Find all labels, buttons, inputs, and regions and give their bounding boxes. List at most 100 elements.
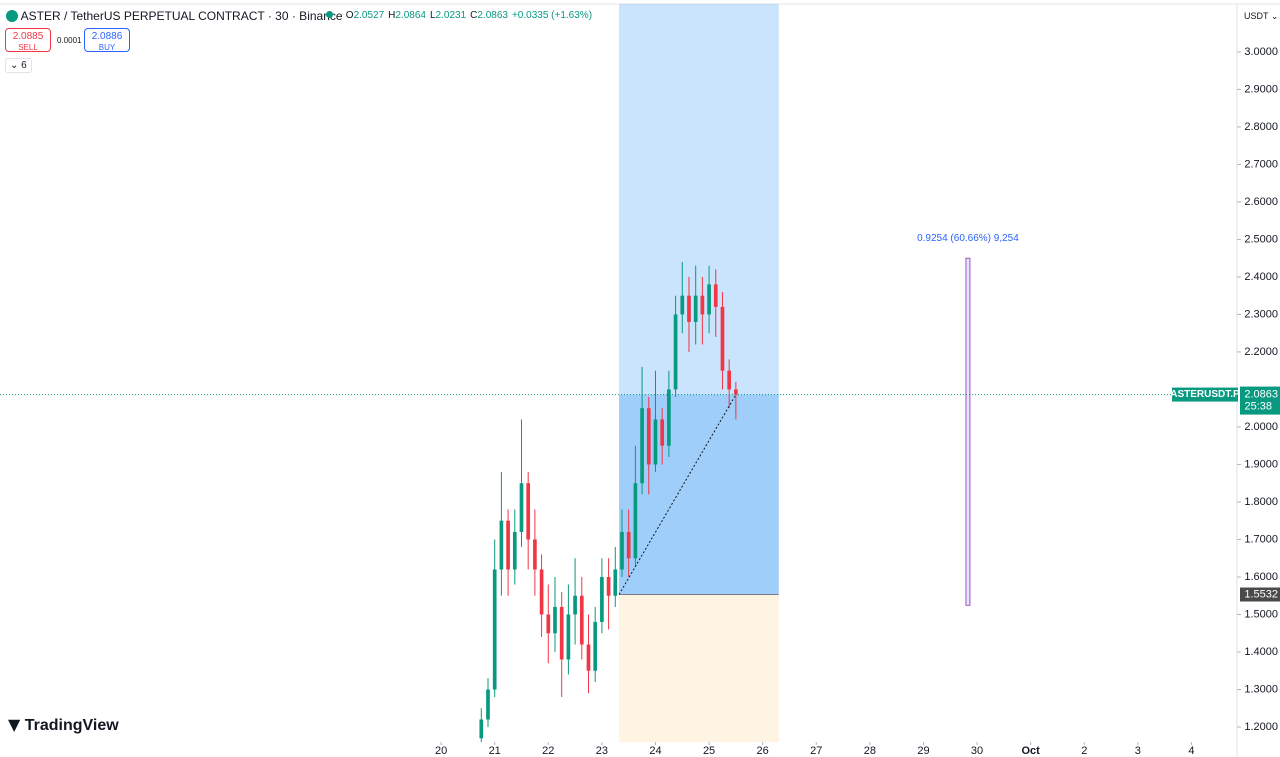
candle-body [633,483,638,559]
entry-tag [1240,587,1280,602]
y-tick-label: 2.8000 [1244,121,1278,133]
x-tick-label: 30 [971,745,983,757]
y-tick-label: 2.2000 [1244,346,1278,358]
x-tick-label: 28 [864,745,876,757]
candle-body [620,531,624,570]
y-tick-label: 2.7000 [1244,158,1278,170]
sell-label: SELL [18,43,38,52]
entry-text: 1.5532 [1244,588,1278,600]
measure-bar [965,257,971,606]
candle-body [673,314,678,390]
candle-body [693,295,698,322]
candle-body [727,370,732,390]
last-price-text: 2.0863 [1244,388,1278,400]
candle-body [700,295,705,315]
candle-body [519,483,524,532]
y-tick-label: 1.7000 [1244,533,1278,545]
trend-line [618,394,737,595]
candle-body [680,295,685,315]
ohlc-value: 2.0864 [395,10,426,21]
y-tick-label: 2.4000 [1244,271,1278,283]
y-tick-label: 1.5000 [1244,608,1278,620]
x-tick-label: 29 [917,745,929,757]
candle-body [606,576,611,596]
candle-body [573,595,577,615]
measure-label: 0.9254 (60.66%) 9,254 [917,233,1019,244]
x-tick-label: Oct [1021,745,1040,757]
candle-body [593,621,598,671]
ohlc-value: 2.0231 [435,10,467,21]
symbol-row: ASTER / TetherUS PERPETUAL CONTRACT · 30… [6,9,343,23]
candle-body [526,483,531,540]
candle-body [579,595,584,645]
ohlc-key: O [345,10,354,21]
candle-body [492,569,497,690]
y-tick-label: 1.2000 [1244,721,1278,733]
y-tick-label: 3.0000 [1244,46,1278,58]
last-price-tag [1240,386,1280,415]
profit-zone [619,394,779,595]
x-tick-label: 23 [596,745,608,757]
y-tick-label: 1.4000 [1244,646,1278,658]
candle-body [546,614,551,634]
symbol-title: ASTER / TetherUS PERPETUAL CONTRACT · 30… [20,9,343,23]
symbol-tag-text: ASTERUSDT.P [1170,389,1240,400]
buy-button[interactable]: 2.0886 BUY [84,28,130,52]
y-tick-label: 1.3000 [1244,683,1278,695]
candle-body [653,419,658,465]
ohlc-change: +0.0335 (+1.63%) [511,10,593,21]
target-zone [619,4,779,395]
ohlc-key: H [388,10,396,21]
y-tick-label: 1.6000 [1244,571,1278,583]
candle-body [600,576,604,622]
candle-body [512,531,517,570]
candle-body [559,606,564,660]
x-tick-label: 27 [810,745,822,757]
symbol-icon [6,10,18,22]
candle-body [640,408,644,484]
candle-body [667,389,671,446]
candle-body [479,719,484,739]
stop-zone [619,594,779,742]
y-tick-label: 2.5000 [1244,233,1278,245]
spread: 0.0001 [57,36,82,45]
currency[interactable]: USDT ⌄ [1244,11,1279,21]
candle-body [586,644,591,671]
ohlc-value: 2.0527 [353,10,385,21]
x-tick-label: 26 [757,745,769,757]
x-tick-label: 4 [1188,745,1194,757]
currency-label: USDT [1244,11,1269,21]
x-tick-label: 24 [649,745,661,757]
candle-body [660,419,665,446]
logo-text: TradingView [24,717,119,734]
x-tick-label: 2 [1081,745,1087,757]
sell-price: 2.0885 [12,31,44,42]
candle-body [553,606,557,634]
candle-body [734,389,738,395]
y-tick-label: 1.9000 [1244,458,1278,470]
indicator-count: 6 [21,60,27,71]
y-tick-label: 1.8000 [1244,496,1278,508]
candle-body [499,520,504,570]
buy-label: BUY [98,43,116,52]
x-tick-label: 25 [703,745,715,757]
x-tick-label: 22 [542,745,554,757]
y-tick-label: 2.6000 [1244,196,1278,208]
countdown: 25:38 [1244,400,1272,412]
indicators-toggle[interactable]: ⌄ 6 [5,58,32,73]
ohlc-key: C [470,10,478,21]
candle-body [486,689,490,720]
candle-body [720,306,725,371]
candle-body [539,569,544,615]
status-dot [326,11,333,18]
symbol-tag [1172,387,1238,402]
x-tick-label: 20 [435,745,447,757]
ohlc-value: 2.0863 [477,10,508,21]
y-tick-label: 2.3000 [1244,308,1278,320]
candle-body [713,284,718,307]
sell-button[interactable]: 2.0885 SELL [5,28,51,52]
ohlc-key: L [429,10,436,21]
candle-body [566,614,571,660]
